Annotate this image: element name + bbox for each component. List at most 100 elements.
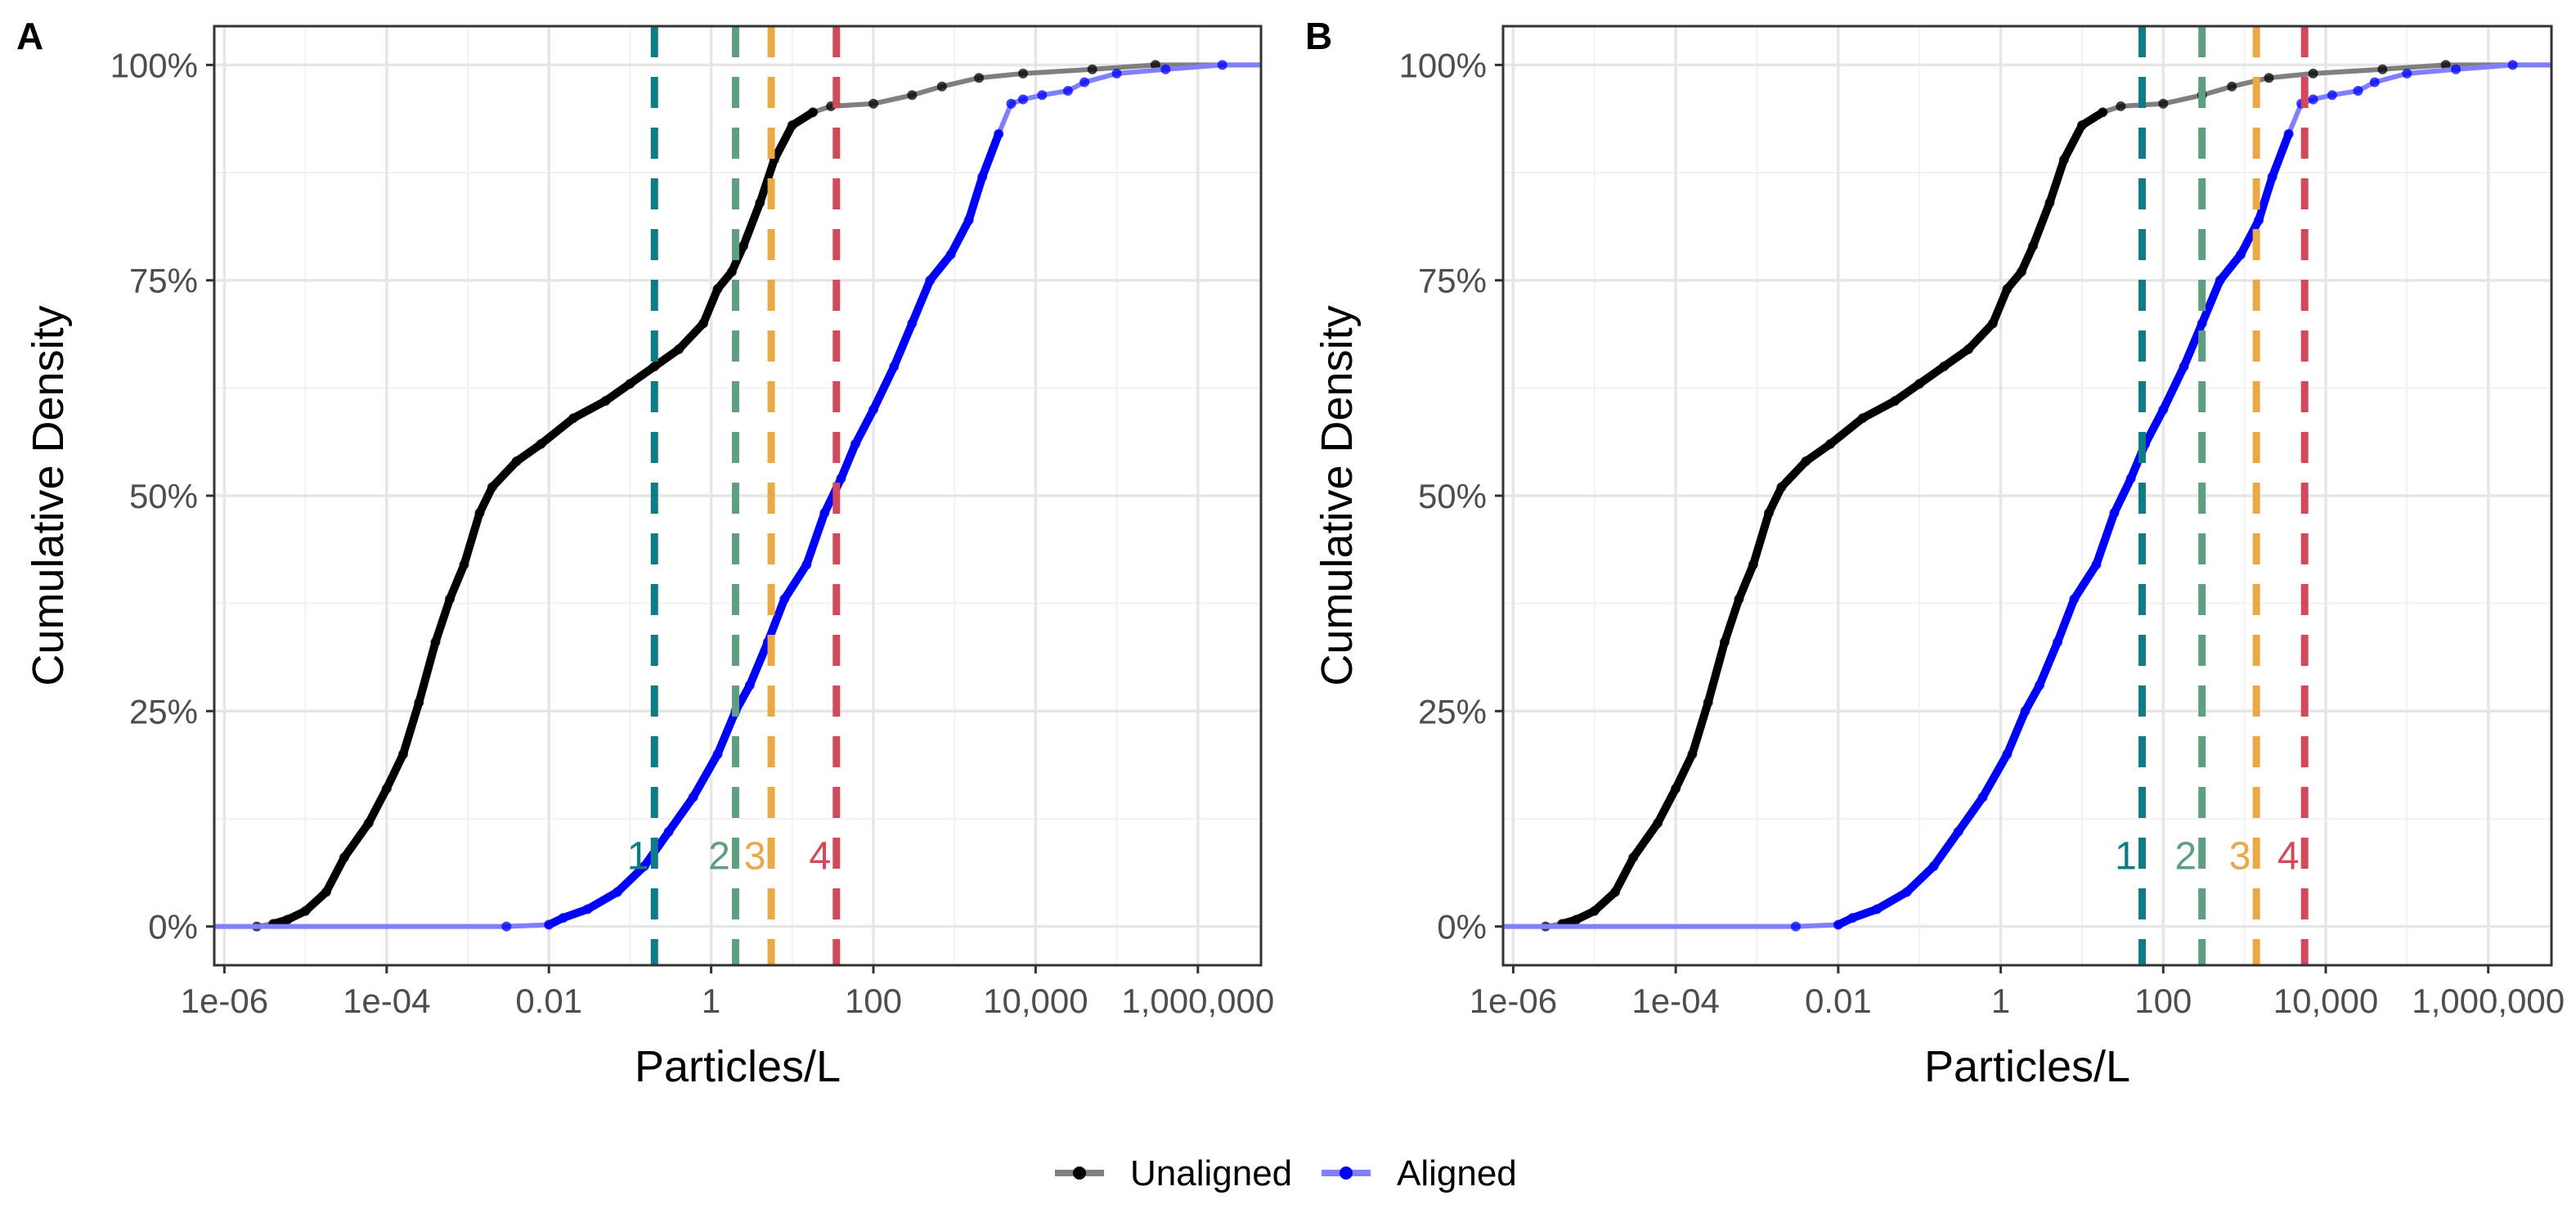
data-point	[2507, 60, 2518, 70]
legend-item-aligned: Aligned	[1322, 1153, 1517, 1193]
data-point	[1062, 86, 1073, 96]
data-point	[282, 915, 293, 925]
y-tick-label: 0%	[148, 908, 198, 946]
data-point	[663, 826, 674, 837]
data-point	[868, 98, 878, 109]
data-point	[459, 560, 469, 570]
data-point	[744, 680, 755, 690]
data-point	[2264, 73, 2274, 83]
data-point	[1111, 68, 1122, 79]
y-tick-label: 75%	[1418, 262, 1487, 300]
data-point	[1901, 887, 1912, 897]
data-point	[2076, 120, 2087, 131]
data-point	[2020, 706, 2031, 717]
data-point	[1628, 852, 1639, 863]
data-point	[2402, 68, 2412, 79]
data-point	[339, 852, 349, 863]
series-curve	[545, 129, 1003, 929]
data-point	[994, 128, 1004, 139]
data-point	[2308, 68, 2318, 79]
data-point	[511, 456, 522, 466]
data-point	[558, 913, 568, 924]
x-tick-label: 1	[1991, 982, 2010, 1020]
data-point	[2227, 81, 2237, 92]
data-point	[1589, 906, 1600, 916]
data-point	[1833, 919, 1843, 930]
data-point	[1087, 64, 1097, 74]
data-point	[936, 81, 947, 92]
data-point	[1734, 594, 1744, 605]
data-point	[1953, 826, 1963, 837]
data-point	[2254, 215, 2264, 225]
data-point	[1928, 861, 1939, 871]
y-tick-label: 50%	[1418, 477, 1487, 515]
legend: Unaligned Aligned	[1055, 1153, 1517, 1193]
data-point	[1006, 98, 1016, 109]
data-point	[363, 818, 374, 829]
data-point	[819, 508, 830, 519]
y-tick-label: 0%	[1437, 908, 1487, 946]
data-point	[2440, 60, 2451, 70]
data-point	[1939, 362, 1950, 371]
data-point	[738, 240, 749, 251]
data-point	[2044, 197, 2055, 208]
panel-tag: B	[1305, 15, 1332, 57]
data-point	[836, 473, 846, 483]
data-point	[2197, 318, 2207, 329]
data-point	[2377, 64, 2388, 74]
reference-label-1: 1	[627, 834, 649, 878]
data-point	[625, 379, 635, 389]
data-point	[1890, 396, 1901, 407]
x-tick-label: 1e-06	[181, 982, 268, 1020]
data-point	[2125, 473, 2136, 483]
data-point	[1847, 913, 1858, 924]
series-unaligned	[1541, 60, 2551, 932]
data-point	[2069, 594, 2080, 605]
x-tick-label: 1	[702, 982, 720, 1020]
data-point	[1987, 318, 1998, 329]
data-point	[1914, 379, 1925, 389]
data-point	[2179, 362, 2189, 371]
data-point	[430, 637, 441, 647]
data-point	[1748, 560, 1758, 570]
data-point	[1217, 60, 1227, 70]
data-point	[1872, 904, 1883, 915]
data-point	[755, 197, 765, 208]
data-point	[907, 318, 918, 329]
data-point	[712, 749, 723, 759]
y-tick-label: 75%	[129, 262, 198, 300]
data-point	[1037, 90, 1048, 101]
data-point	[2327, 90, 2337, 101]
data-point	[2283, 128, 2294, 139]
grid	[214, 26, 1261, 965]
data-point	[1079, 77, 1090, 88]
data-point	[1977, 792, 1988, 802]
data-point	[1719, 637, 1730, 647]
x-tick-label: 1e-04	[343, 982, 430, 1020]
x-tick-label: 1e-06	[1470, 982, 1557, 1020]
data-point	[2098, 107, 2108, 118]
data-point	[698, 318, 708, 329]
legend-item-unaligned: Unaligned	[1055, 1153, 1292, 1193]
data-point	[1764, 508, 1774, 519]
data-point	[977, 172, 988, 182]
data-point	[1801, 456, 1811, 466]
data-point	[2353, 86, 2363, 96]
series-aligned	[214, 60, 1261, 932]
y-tick-label: 100%	[1399, 46, 1487, 84]
data-point	[1790, 921, 1801, 932]
legend-key-point	[1073, 1166, 1086, 1180]
x-tick-label: 100	[2134, 982, 2192, 1020]
data-point	[649, 362, 660, 371]
panel-a: A 1 2 3 4 1e-06 1e-04 0.01 1 100 10,000 1,000,000 0%…	[16, 15, 1274, 1091]
data-point	[381, 784, 392, 794]
data-point	[2158, 98, 2169, 109]
data-point	[501, 921, 512, 932]
data-point	[2016, 267, 2026, 277]
data-point	[300, 906, 311, 916]
data-point	[2158, 404, 2169, 415]
data-point	[1963, 344, 1973, 354]
data-point	[1825, 438, 1836, 449]
data-point	[2109, 508, 2120, 519]
data-point	[1150, 60, 1160, 70]
